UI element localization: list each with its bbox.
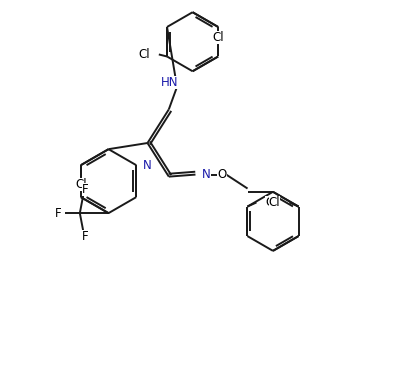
Text: Cl: Cl bbox=[265, 196, 277, 209]
Text: F: F bbox=[55, 206, 61, 220]
Text: F: F bbox=[82, 230, 89, 244]
Text: Cl: Cl bbox=[75, 178, 87, 190]
Text: F: F bbox=[82, 183, 89, 196]
Text: Cl: Cl bbox=[138, 48, 150, 61]
Text: N: N bbox=[143, 159, 151, 172]
Text: O: O bbox=[217, 168, 227, 181]
Text: Cl: Cl bbox=[269, 196, 280, 209]
Text: HN: HN bbox=[161, 76, 178, 89]
Text: N: N bbox=[202, 168, 211, 181]
Text: Cl: Cl bbox=[212, 31, 224, 44]
